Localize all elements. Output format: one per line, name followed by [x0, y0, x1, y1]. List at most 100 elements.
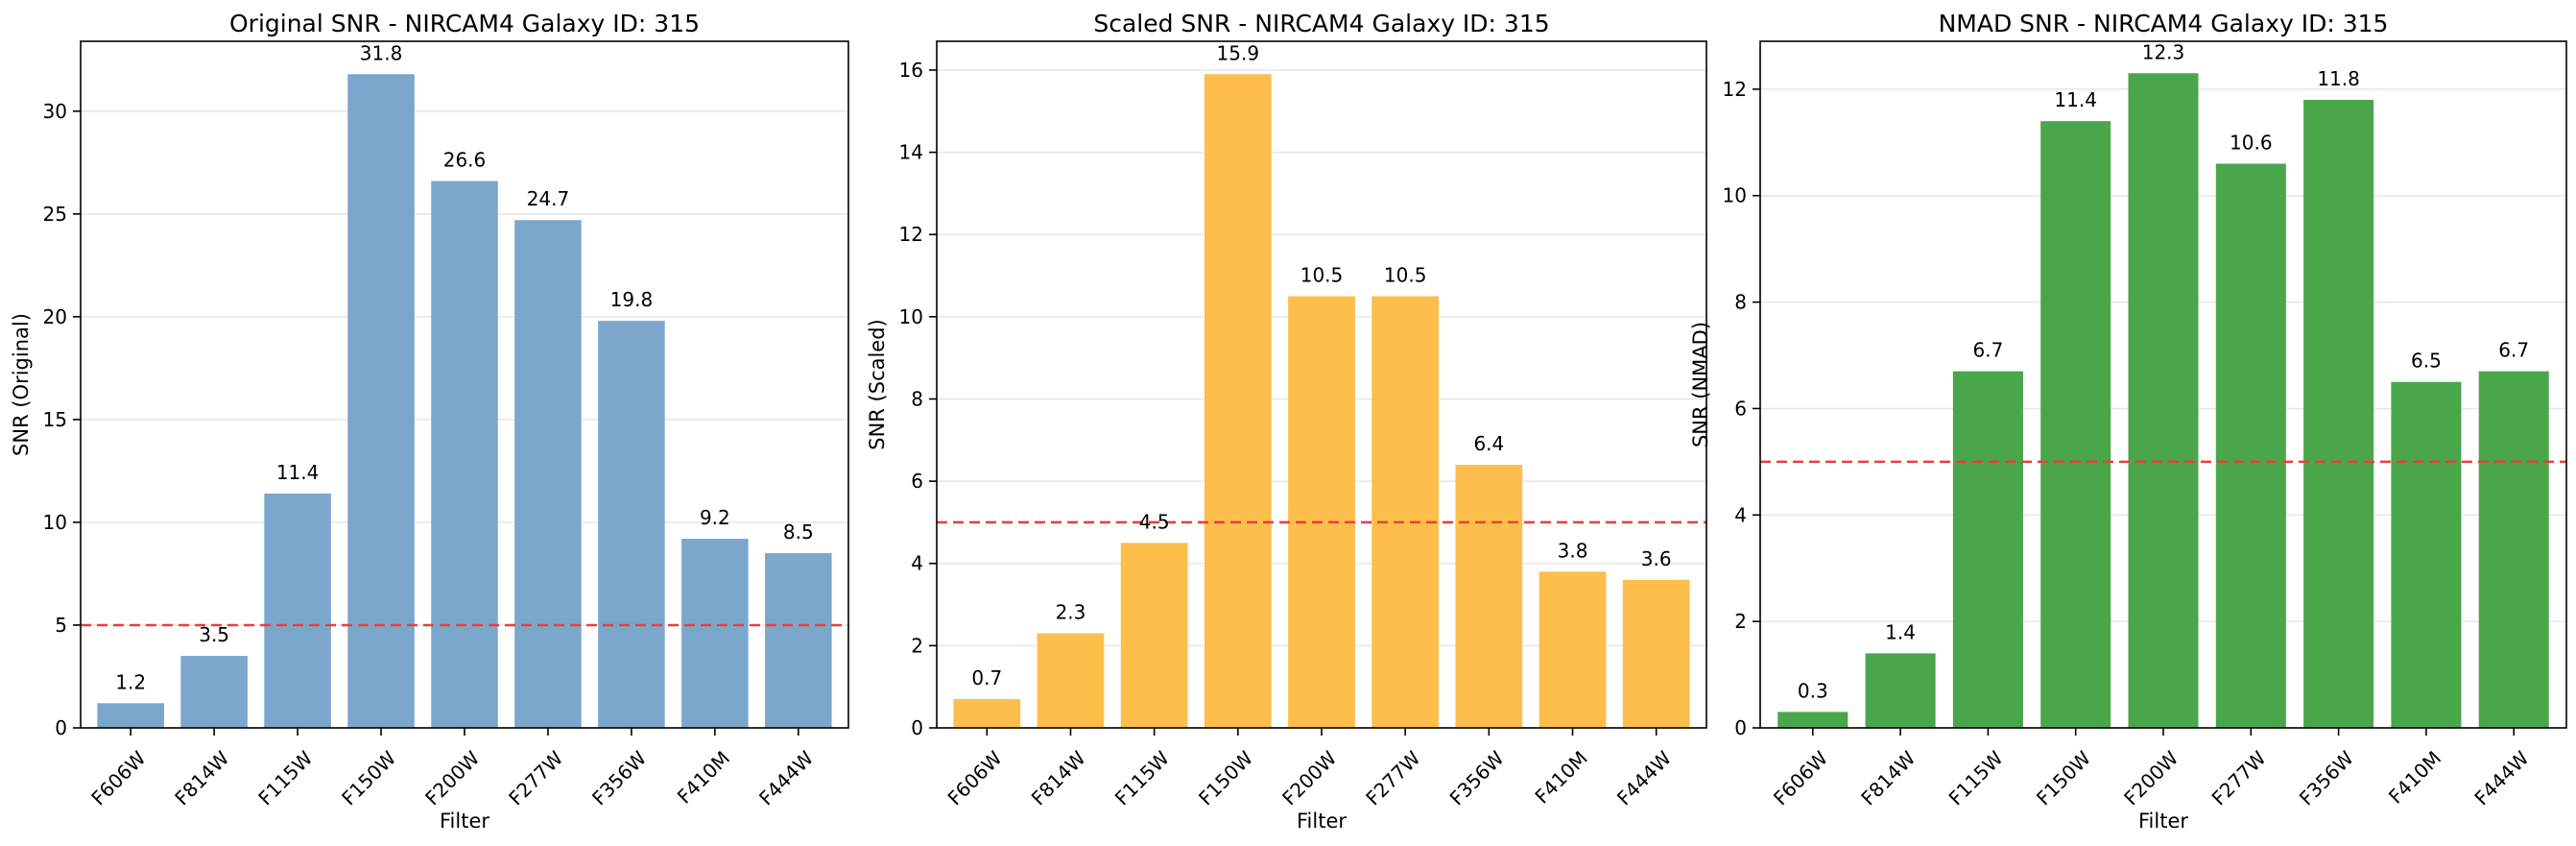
- bar-f277w: [1371, 296, 1440, 728]
- x-axis-label: Filter: [1297, 810, 1347, 833]
- y-axis-label: SNR (Original): [10, 313, 33, 456]
- data-label: 3.8: [1558, 539, 1588, 562]
- y-tick-label: 10: [899, 305, 923, 328]
- data-label: 12.3: [2142, 40, 2185, 63]
- data-label: 6.7: [2498, 339, 2529, 362]
- bar-f150w: [2040, 121, 2111, 729]
- data-label: 31.8: [360, 41, 403, 64]
- chart-panel-3: 0.3 1.4 6.7 11.4 12.3 10.6 11.8 6.5 6.7 0 2 4 6 8 10 12…: [1689, 10, 2567, 833]
- data-label: 3.5: [199, 623, 229, 646]
- data-label: 4.5: [1139, 510, 1170, 533]
- data-label: 6.4: [1473, 432, 1504, 455]
- bar-f277w: [2215, 163, 2286, 729]
- x-tick-label-f410m: F410M: [673, 746, 734, 808]
- chart-title: Original SNR - NIRCAM4 Galaxy ID: 315: [229, 10, 700, 37]
- x-tick-label-f200w: F200W: [2119, 746, 2182, 810]
- x-tick-label-f606w: F606W: [86, 746, 150, 810]
- y-tick-label: 12: [899, 223, 923, 246]
- bar-f200w: [1288, 296, 1355, 728]
- x-tick-label-f444w: F444W: [2469, 746, 2533, 810]
- y-tick-label: 25: [43, 203, 67, 226]
- data-label: 26.6: [443, 149, 487, 172]
- x-axis-label: Filter: [2138, 810, 2188, 833]
- x-tick-label-f277w: F277W: [1361, 746, 1424, 810]
- x-tick-label-f814w: F814W: [1856, 746, 1920, 810]
- data-label: 19.8: [610, 288, 654, 311]
- data-label: 10.5: [1384, 263, 1427, 286]
- data-label: 8.5: [783, 520, 814, 544]
- y-tick-label: 15: [43, 408, 67, 431]
- chart-title: Scaled SNR - NIRCAM4 Galaxy ID: 315: [1093, 10, 1549, 37]
- bar-f410m: [1538, 571, 1607, 728]
- y-tick-label: 10: [1723, 184, 1747, 207]
- bar-f814w: [1037, 633, 1105, 728]
- data-label: 3.6: [1641, 547, 1672, 570]
- bar-f115w: [1952, 371, 2023, 728]
- bar-f814w: [180, 656, 248, 728]
- y-tick-label: 30: [43, 100, 67, 123]
- x-tick-label-f277w: F277W: [504, 746, 567, 810]
- bar-f356w: [598, 321, 665, 728]
- x-tick-label-f115w: F115W: [1110, 746, 1174, 810]
- y-tick-label: 0: [55, 716, 67, 739]
- y-tick-label: 14: [899, 141, 923, 164]
- y-axis-label: SNR (NMAD): [1689, 322, 1712, 447]
- x-tick-label-f814w: F814W: [1027, 746, 1090, 810]
- x-tick-label-f410m: F410M: [1531, 746, 1592, 808]
- x-tick-label-f814w: F814W: [170, 746, 233, 810]
- chart-title: NMAD SNR - NIRCAM4 Galaxy ID: 315: [1939, 10, 2389, 37]
- y-tick-label: 8: [911, 387, 923, 410]
- x-tick-label-f150w: F150W: [337, 746, 400, 810]
- x-tick-label-f150w: F150W: [1194, 746, 1257, 810]
- bar-f410m: [2391, 381, 2462, 728]
- y-tick-label: 6: [1734, 397, 1747, 420]
- chart-panel-1: 1.2 3.5 11.4 31.8 26.6 24.7 19.8 9.2 8.5 0 5 10 15 20…: [10, 10, 849, 833]
- y-tick-label: 6: [911, 470, 923, 493]
- bar-f356w: [1455, 464, 1523, 728]
- y-tick-label: 20: [43, 305, 67, 328]
- data-label: 1.4: [1885, 620, 1916, 643]
- x-tick-label-f115w: F115W: [253, 746, 317, 810]
- data-label: 0.3: [1798, 679, 1828, 702]
- y-tick-label: 5: [55, 614, 67, 637]
- y-tick-label: 0: [1734, 716, 1747, 739]
- x-tick-label-f150w: F150W: [2032, 746, 2095, 810]
- data-label: 6.5: [2411, 350, 2442, 373]
- bar-f606w: [97, 703, 164, 728]
- data-label: 10.5: [1300, 263, 1344, 286]
- bar-f150w: [347, 74, 415, 729]
- data-label: 11.8: [2317, 67, 2360, 90]
- bar-f814w: [1865, 653, 1936, 728]
- x-tick-label-f115w: F115W: [1944, 746, 2008, 810]
- data-label: 15.9: [1217, 41, 1260, 64]
- x-tick-label-f277w: F277W: [2207, 746, 2271, 810]
- x-tick-label-f356w: F356W: [587, 746, 651, 810]
- bar-f115w: [1120, 543, 1188, 728]
- bar-f410m: [681, 539, 749, 728]
- x-tick-label-f410m: F410M: [2384, 746, 2445, 808]
- data-label: 10.6: [2230, 131, 2273, 154]
- x-tick-label-f200w: F200W: [1277, 746, 1341, 810]
- x-tick-label-f356w: F356W: [2295, 746, 2358, 810]
- bar-f606w: [953, 699, 1021, 728]
- data-label: 1.2: [115, 670, 146, 693]
- bar-f200w: [431, 181, 498, 729]
- x-tick-label-f606w: F606W: [943, 746, 1007, 810]
- y-tick-label: 2: [1734, 610, 1747, 633]
- y-axis-label: SNR (Scaled): [866, 319, 889, 450]
- y-tick-label: 8: [1734, 291, 1747, 314]
- y-tick-label: 0: [911, 716, 923, 739]
- bar-f606w: [1777, 712, 1849, 728]
- bar-f444w: [2478, 371, 2549, 728]
- x-tick-label-f606w: F606W: [1769, 746, 1832, 810]
- data-label: 11.4: [276, 461, 320, 484]
- y-tick-label: 12: [1723, 78, 1747, 101]
- y-tick-label: 4: [911, 552, 923, 575]
- y-tick-label: 4: [1734, 503, 1747, 526]
- bar-f444w: [765, 553, 832, 728]
- bar-f150w: [1204, 74, 1272, 729]
- x-tick-label-f356w: F356W: [1445, 746, 1509, 810]
- x-tick-label-f444w: F444W: [754, 746, 818, 810]
- bar-f115w: [264, 493, 331, 728]
